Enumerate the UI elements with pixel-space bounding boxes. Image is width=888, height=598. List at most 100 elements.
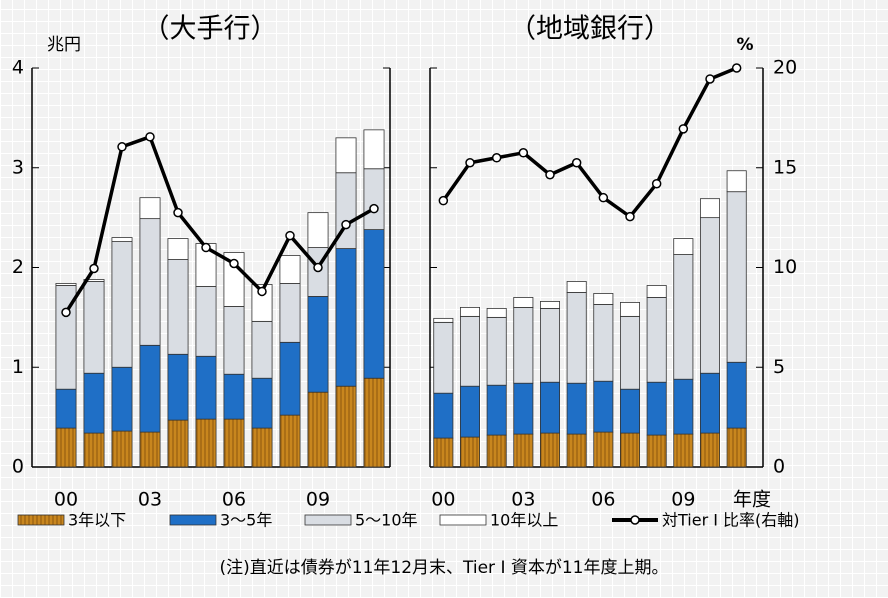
- bar-segment: [433, 392, 454, 439]
- y-tick-label: 4: [12, 57, 24, 79]
- ratio-marker: [201, 242, 211, 253]
- bar-segment: [363, 168, 385, 230]
- bar-segment: [55, 283, 77, 286]
- y-tick-label: 0: [12, 456, 24, 478]
- bar-segment: [700, 217, 721, 374]
- bar-segment: [433, 317, 454, 323]
- y2-tick-label: 0: [773, 456, 785, 478]
- bar-segment: [673, 378, 694, 435]
- ratio-marker: [229, 258, 239, 269]
- bar-segment: [167, 419, 189, 468]
- bar-segment: [459, 385, 480, 438]
- bar-segment: [566, 292, 587, 384]
- y2-axis-unit: %: [736, 35, 753, 55]
- bar-segment: [335, 137, 357, 174]
- bar-segment: [363, 377, 385, 468]
- bar-segment: [513, 433, 534, 468]
- ratio-line: [64, 135, 375, 314]
- bar-segment: [251, 427, 273, 468]
- ratio-marker: [89, 263, 99, 274]
- bar-segment: [646, 297, 667, 383]
- bar-segment: [111, 366, 133, 432]
- ratio-marker: [598, 192, 609, 203]
- ratio-marker: [117, 142, 127, 152]
- bar-segment: [646, 434, 667, 468]
- bar-segment: [223, 252, 245, 307]
- bar-segment: [279, 414, 301, 468]
- bar-segment: [593, 380, 614, 433]
- bar-segment: [673, 254, 694, 380]
- bar-segment: [433, 437, 454, 468]
- bar-segment: [167, 238, 189, 260]
- bar-segment: [195, 355, 217, 420]
- bar-segment: [251, 320, 273, 379]
- bar-segment: [566, 382, 587, 435]
- bar-segment: [513, 306, 534, 384]
- legend-swatch: [17, 514, 65, 526]
- bar-segment: [513, 297, 534, 308]
- x-tick-label: 03: [138, 489, 162, 511]
- bar-segment: [513, 382, 534, 435]
- bar-segment: [486, 434, 507, 468]
- bar-segment: [55, 388, 77, 429]
- ratio-marker: [491, 153, 502, 163]
- bar-segment: [83, 279, 105, 282]
- bar-segment: [251, 377, 273, 429]
- bar-segment: [540, 432, 561, 468]
- y2-tick-label: 5: [773, 356, 785, 378]
- ratio-marker: [545, 169, 555, 180]
- ratio-marker: [518, 148, 529, 158]
- footnote: (注)直近は債券が11年12月末、Tier I 資本が11年度上期。: [219, 558, 668, 578]
- bar-segment: [279, 255, 301, 284]
- bar-segment: [83, 372, 105, 434]
- legend-marker: [630, 515, 640, 525]
- bar-segment: [726, 170, 747, 193]
- ratio-marker: [705, 74, 715, 84]
- ratio-marker: [571, 158, 582, 168]
- y-tick-label: 2: [12, 256, 24, 278]
- y-axis-unit: 兆円: [47, 35, 81, 55]
- ratio-marker: [173, 207, 183, 218]
- bar-segment: [620, 302, 641, 317]
- bar-segment: [223, 306, 245, 375]
- bar-segment: [307, 296, 329, 393]
- bar-segment: [111, 241, 133, 368]
- bar-segment: [167, 353, 189, 421]
- bar-segment: [459, 436, 480, 468]
- bar-segment: [486, 316, 507, 386]
- bar-segment: [620, 432, 641, 468]
- bar-segment: [279, 341, 301, 416]
- bar-segment: [673, 433, 694, 468]
- x-axis-unit: 年度: [733, 489, 771, 511]
- legend-label: 3～5年: [220, 511, 272, 530]
- bar-segment: [566, 281, 587, 293]
- ratio-marker: [61, 307, 71, 318]
- bar-segment: [646, 285, 667, 298]
- bar-segment: [700, 372, 721, 434]
- x-tick-label: 00: [431, 489, 455, 511]
- bar-segment: [700, 432, 721, 468]
- x-tick-label: 09: [306, 489, 330, 511]
- bar-segment: [139, 197, 161, 220]
- y2-tick-label: 15: [773, 156, 797, 178]
- bar-segment: [111, 430, 133, 468]
- y2-tick-label: 10: [773, 256, 797, 278]
- ratio-marker: [625, 211, 635, 222]
- bar-segment: [335, 248, 357, 387]
- bar-segment: [540, 381, 561, 434]
- ratio-marker: [369, 203, 379, 214]
- ratio-marker: [465, 158, 475, 168]
- y2-tick-label: 20: [773, 57, 797, 79]
- panel-title: （地域銀行）: [509, 14, 671, 45]
- x-tick-label: 03: [511, 489, 535, 511]
- bar-segment: [195, 418, 217, 468]
- bar-segment: [111, 237, 133, 242]
- legend-label: 対Tier I 比率(右軸): [662, 511, 800, 530]
- bar-segment: [335, 385, 357, 468]
- ratio-marker: [651, 178, 662, 189]
- y-tick-label: 1: [12, 356, 24, 378]
- bar-segment: [459, 315, 480, 387]
- bar-segment: [363, 229, 385, 379]
- x-tick-label: 09: [671, 489, 695, 511]
